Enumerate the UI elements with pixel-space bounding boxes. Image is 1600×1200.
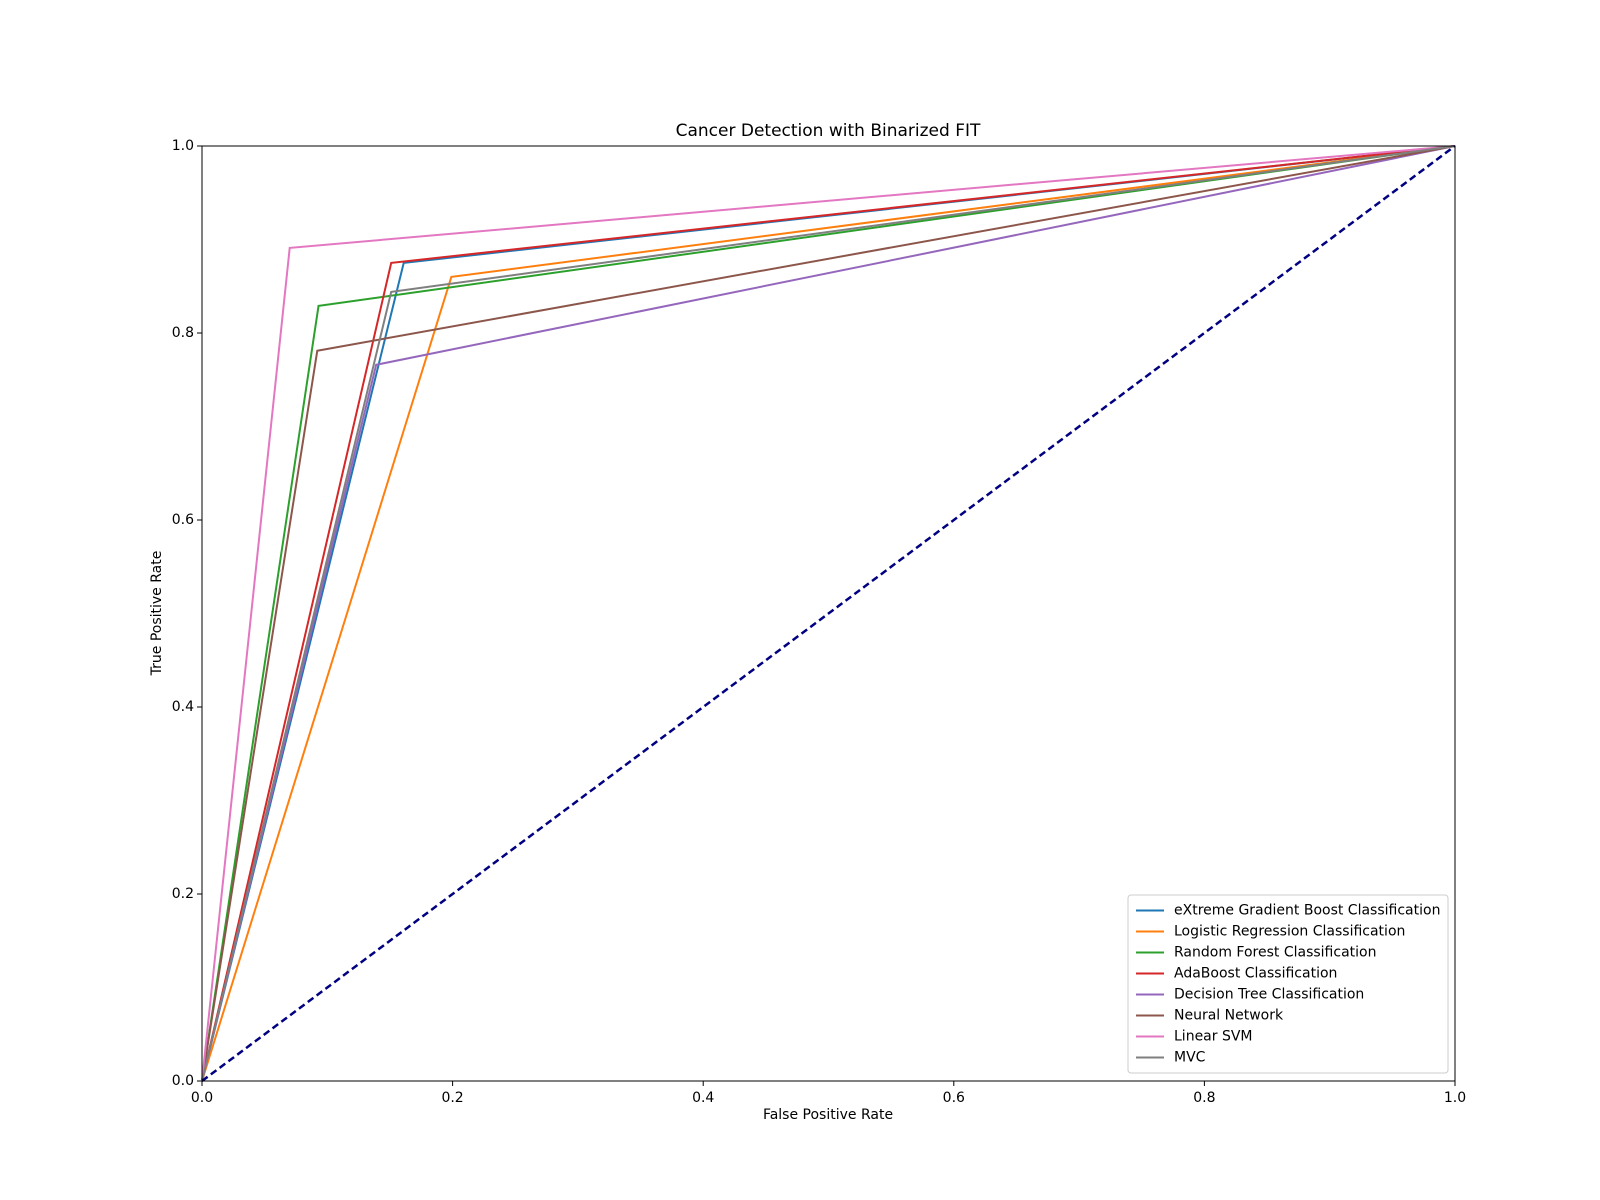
- line: [201, 145, 1456, 1082]
- legend-label: Logistic Regression Classification: [1174, 924, 1405, 940]
- x-tick-label: 0.4: [692, 1090, 714, 1106]
- legend-label: Neural Network: [1174, 1008, 1284, 1024]
- y-axis-label: True Positive Rate: [149, 551, 165, 677]
- legend-label: MVC: [1174, 1050, 1206, 1066]
- line: [201, 145, 1456, 1082]
- line: [201, 145, 1456, 1082]
- plot-frame: [201, 145, 1456, 1082]
- x-axis-label: False Positive Rate: [763, 1107, 893, 1123]
- x-tick-label: 0.8: [1193, 1090, 1215, 1106]
- x-tick-label: 0.6: [943, 1090, 965, 1106]
- y-tick-label: 0.8: [172, 325, 194, 341]
- y-tick-label: 0.4: [172, 699, 194, 715]
- y-tick-label: 0.0: [172, 1073, 194, 1089]
- y-tick-label: 1.0: [172, 138, 194, 154]
- y-tick-label: 0.2: [172, 886, 194, 902]
- legend-label: eXtreme Gradient Boost Classification: [1174, 903, 1440, 919]
- x-tick-label: 1.0: [1444, 1090, 1466, 1106]
- legend-label: Linear SVM: [1174, 1029, 1253, 1045]
- legend-label: AdaBoost Classification: [1174, 966, 1337, 982]
- reference-line: [201, 144, 1456, 1083]
- line: [201, 145, 1456, 1082]
- legend-label: Decision Tree Classification: [1174, 987, 1364, 1003]
- chart-title: Cancer Detection with Binarized FIT: [676, 121, 981, 141]
- legend-label: Random Forest Classification: [1174, 945, 1376, 961]
- legend-box: [1127, 894, 1449, 1074]
- y-tick-label: 0.6: [172, 512, 194, 528]
- x-tick-label: 0.2: [441, 1090, 463, 1106]
- line: [201, 145, 1456, 1082]
- x-tick-label: 0.0: [191, 1090, 213, 1106]
- line: [201, 145, 1456, 1082]
